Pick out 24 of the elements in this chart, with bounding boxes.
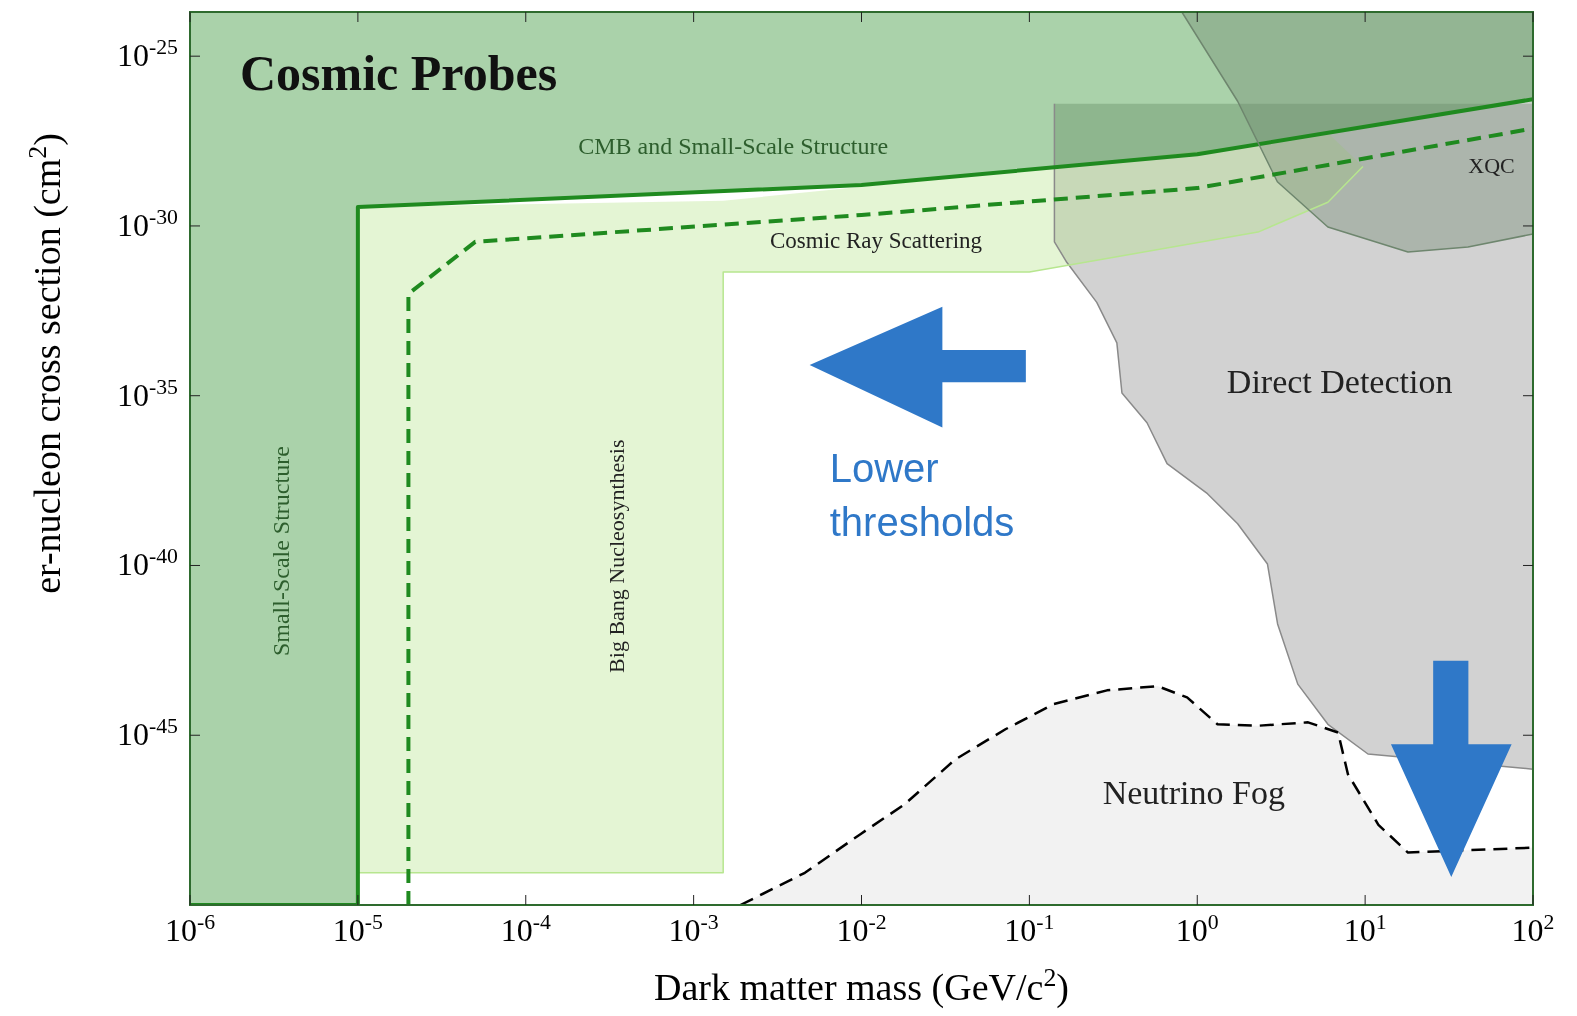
annotation: Neutrino Fog [1102, 774, 1285, 812]
x-tick-label: 10$^{0}$ [1175, 910, 1219, 948]
annotation: Small-Scale Structure [268, 446, 295, 657]
text: Cosmic Probes [240, 45, 558, 101]
x-axis-title: Dark matter mass (GeV/c$^{2}$) [654, 962, 1069, 1009]
annotation: Direct Detection [1226, 363, 1453, 400]
y-tick-label: 10$^{-25}$ [117, 35, 179, 74]
annotation: Big Bang Nucleosynthesis [603, 439, 629, 673]
x-tick-label: 10$^{-5}$ [332, 910, 384, 948]
x-tick-label: 10$^{-1}$ [1004, 910, 1055, 948]
annotation: Lower thresholds [829, 445, 1015, 544]
y-tick-label: 10$^{-30}$ [117, 204, 179, 243]
x-tick-label: 10$^{-2}$ [836, 910, 887, 948]
annotation: CMB and Small-Scale Structure [578, 133, 889, 160]
x-tick-label: 10$^{-4}$ [500, 910, 551, 948]
y-tick-label: 10$^{-45}$ [117, 714, 179, 753]
y-tick-label: 10$^{-35}$ [117, 374, 179, 413]
x-tick-label: 10$^{-6}$ [164, 910, 216, 948]
x-tick-label: 10$^{-3}$ [668, 910, 719, 948]
annotation: XQC [1468, 153, 1515, 179]
x-tick-label: 10$^{2}$ [1511, 910, 1555, 948]
annotation: Cosmic Ray Scattering [769, 227, 983, 253]
y-tick-label: 10$^{-40}$ [117, 544, 179, 583]
x-tick-label: 10$^{1}$ [1343, 910, 1387, 948]
